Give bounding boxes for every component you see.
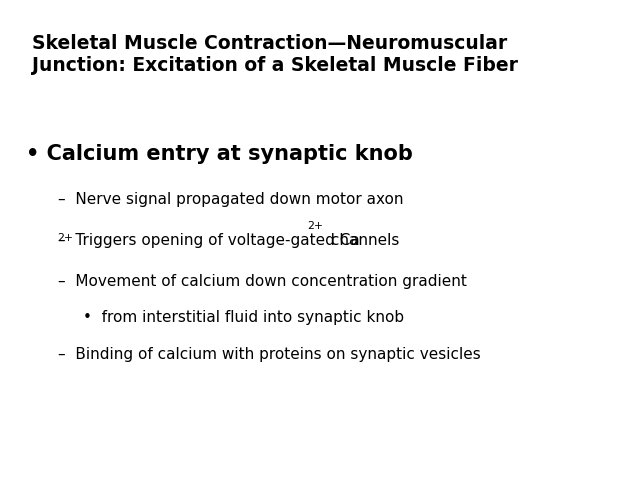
Text: Skeletal Muscle Contraction—Neuromuscular
Junction: Excitation of a Skeletal Mus: Skeletal Muscle Contraction—Neuromuscula… [32, 34, 518, 75]
Text: –  Triggers opening of voltage-gated Ca: – Triggers opening of voltage-gated Ca [58, 233, 359, 248]
Text: 2+: 2+ [307, 221, 323, 231]
Text: –  Movement of calcium down concentration gradient: – Movement of calcium down concentration… [58, 274, 467, 288]
Text: channels: channels [326, 233, 400, 248]
Text: 2+: 2+ [58, 233, 74, 243]
Text: •  from interstitial fluid into synaptic knob: • from interstitial fluid into synaptic … [83, 311, 404, 325]
Text: –  Nerve signal propagated down motor axon: – Nerve signal propagated down motor axo… [58, 192, 403, 207]
Text: • Calcium entry at synaptic knob: • Calcium entry at synaptic knob [26, 144, 412, 164]
Text: –  Binding of calcium with proteins on synaptic vesicles: – Binding of calcium with proteins on sy… [58, 347, 481, 362]
